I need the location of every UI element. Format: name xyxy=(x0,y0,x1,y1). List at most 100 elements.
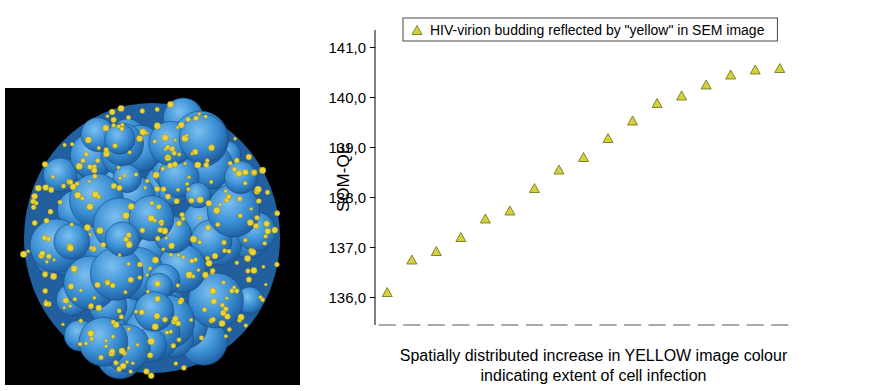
x-axis-label-line: indicating extent of cell infection xyxy=(481,367,707,384)
data-point xyxy=(456,233,466,242)
virion xyxy=(71,266,77,272)
virion xyxy=(185,134,188,137)
virion xyxy=(152,323,159,330)
virion xyxy=(110,283,115,288)
virion xyxy=(120,363,126,369)
virion xyxy=(174,139,177,142)
virion xyxy=(178,300,183,305)
virion xyxy=(255,186,262,193)
virion xyxy=(255,215,260,220)
virion xyxy=(84,342,88,346)
virion xyxy=(35,185,41,191)
virion xyxy=(50,273,57,280)
virion xyxy=(191,152,194,155)
virion xyxy=(42,161,48,167)
virion xyxy=(104,339,107,342)
virion xyxy=(154,123,161,130)
virion xyxy=(79,289,82,292)
y-tick-label: 140,0 xyxy=(328,89,366,106)
virion xyxy=(181,217,185,221)
virion xyxy=(150,201,154,205)
x-tick xyxy=(599,325,616,326)
y-axis-line xyxy=(375,30,376,325)
virion xyxy=(79,319,83,323)
virion xyxy=(31,205,36,210)
virion xyxy=(113,143,118,148)
image-background xyxy=(5,88,300,385)
virion xyxy=(63,306,66,309)
y-tick xyxy=(370,47,375,48)
virion xyxy=(197,197,204,204)
virion xyxy=(117,166,121,170)
virion xyxy=(153,140,157,144)
virion xyxy=(20,251,27,258)
virion xyxy=(174,198,180,204)
virion xyxy=(85,137,91,143)
virion xyxy=(161,167,165,171)
virion xyxy=(228,161,232,165)
virion xyxy=(275,211,280,216)
virion xyxy=(189,318,193,322)
virion xyxy=(160,223,163,226)
virion xyxy=(138,275,142,279)
virion xyxy=(109,109,115,115)
virion xyxy=(75,192,82,199)
y-tick-label: 141,0 xyxy=(328,39,366,56)
virion xyxy=(43,288,48,293)
virion xyxy=(103,125,109,131)
virion xyxy=(89,233,92,236)
virion xyxy=(46,254,51,259)
legend-box xyxy=(403,18,777,41)
virion xyxy=(92,168,98,174)
virion xyxy=(89,303,94,308)
legend: HIV-virion budding reflected by "yellow"… xyxy=(403,18,777,41)
virion xyxy=(162,134,169,141)
virion xyxy=(206,200,212,206)
virion xyxy=(260,298,264,302)
cell-bleb xyxy=(105,222,139,256)
virion xyxy=(204,162,209,167)
virion xyxy=(88,330,95,337)
virion xyxy=(136,135,142,141)
virion xyxy=(63,298,69,304)
virion xyxy=(134,310,138,314)
data-point xyxy=(554,165,564,174)
virion xyxy=(263,241,267,245)
virion xyxy=(199,217,202,220)
x-tick xyxy=(698,325,715,326)
virion xyxy=(213,207,220,214)
virion xyxy=(265,190,270,195)
virion xyxy=(159,220,164,225)
virion xyxy=(78,342,82,346)
virion xyxy=(242,169,248,175)
x-tick xyxy=(575,325,592,326)
virion xyxy=(118,253,121,256)
virion xyxy=(238,314,244,320)
virion xyxy=(118,177,122,181)
virion xyxy=(224,334,228,338)
virion xyxy=(126,115,131,120)
virion xyxy=(210,317,215,322)
virion xyxy=(202,307,207,312)
virion xyxy=(243,181,247,185)
virion xyxy=(244,255,250,261)
virion xyxy=(42,272,48,278)
virion xyxy=(97,146,101,150)
virion xyxy=(63,143,67,147)
virion xyxy=(92,191,99,198)
virion xyxy=(262,265,266,269)
virion xyxy=(187,176,190,179)
virion xyxy=(68,284,74,290)
virion xyxy=(110,349,115,354)
virion xyxy=(172,316,178,322)
virion xyxy=(123,212,130,219)
virion xyxy=(169,243,175,249)
virion xyxy=(232,286,236,290)
virion xyxy=(148,215,154,221)
virion xyxy=(104,147,109,152)
x-tick xyxy=(673,325,690,326)
virion xyxy=(177,338,182,343)
sem-image xyxy=(5,88,300,385)
virion xyxy=(67,179,73,185)
virion xyxy=(139,310,144,315)
